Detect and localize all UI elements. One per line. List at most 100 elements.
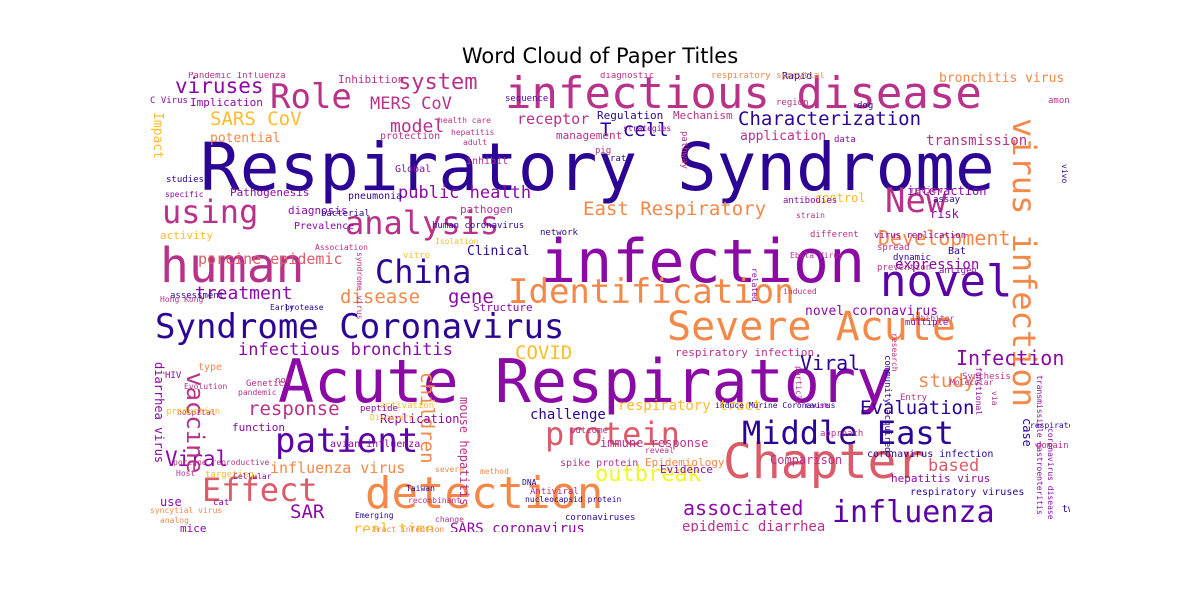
word-transmissible-gastroenteritis: transmissible gastroenteritis: [1035, 375, 1044, 515]
word-replication: Replication: [380, 412, 460, 426]
word-related: related: [750, 268, 759, 302]
word-inhibition: Inhibition: [338, 73, 405, 86]
word-particle: particle: [794, 366, 803, 405]
word-characterization: Characterization: [738, 108, 922, 130]
word-cause: cause: [805, 401, 830, 410]
word-prevention: prevention: [877, 263, 932, 273]
word-viral: Viral: [800, 351, 861, 375]
word-analog: analog: [160, 516, 189, 525]
word-studies: studies: [166, 175, 204, 185]
word-real-time: real time: [353, 520, 435, 533]
word-respiratory-disease: respiratory disease: [1030, 421, 1070, 430]
word-isolation: Isolation: [435, 237, 479, 246]
word-evaluation: Evaluation: [860, 397, 975, 419]
word-hospital: hospital: [177, 408, 216, 417]
word-epidemiology: Epidemiology: [645, 456, 725, 469]
word-evolution: Evolution: [184, 382, 228, 391]
word-assay: assay: [933, 195, 961, 205]
word-dynamic: dynamic: [893, 253, 931, 263]
word-multiple: multiple: [905, 318, 949, 328]
word-development: Development: [878, 226, 1011, 250]
word-hong-kong: Hong Kong: [160, 295, 204, 304]
word-severe-acute: Severe Acute: [667, 304, 956, 350]
word-different: different: [810, 230, 859, 240]
word-viruses: viruses: [175, 74, 264, 98]
word-early: Early: [270, 303, 295, 312]
word-treatment: treatment: [195, 283, 293, 304]
word-hepatitis: hepatitis: [451, 128, 495, 137]
word-expression: expression: [895, 257, 980, 273]
word-challenge: challenge: [530, 407, 606, 423]
word-using: using: [162, 193, 259, 231]
word-bronchitis-virus: bronchitis virus: [939, 72, 1065, 86]
word-pandemic-influenza: Pandemic Influenza: [188, 72, 286, 81]
word-t-cell: T cell: [600, 119, 669, 141]
word-reveal: reveal: [645, 446, 674, 455]
word-dog: dog: [857, 101, 874, 111]
word-novel: novel: [880, 256, 1013, 307]
word-pandemic: pandemic: [238, 388, 277, 397]
word-functional: functional: [974, 367, 983, 416]
word-viral: Viral: [165, 447, 229, 471]
word-interaction: interaction: [907, 184, 987, 198]
word-model: model: [390, 116, 445, 137]
word-antiviral: Antiviral: [530, 487, 579, 497]
word-c-virus: C Virus: [150, 96, 188, 106]
word-region: region: [776, 98, 809, 108]
word-bat: Bat: [948, 246, 967, 257]
word-among: among: [1048, 96, 1070, 106]
word-analysis: analysis: [345, 204, 500, 242]
word-entry: Entry: [900, 393, 928, 403]
word-emerging: Emerging: [355, 511, 394, 520]
word-respiratory-viruses: respiratory viruses: [910, 487, 1025, 498]
word-adult: adult: [463, 138, 488, 147]
word-protection: protection: [380, 131, 441, 142]
word-production: production: [166, 407, 221, 417]
word-protein: protein: [545, 415, 680, 453]
word-recombinant: recombinant: [408, 496, 461, 505]
word-mers-cov: MERS CoV: [370, 94, 452, 114]
word-bacterial: bacterial: [321, 209, 370, 219]
word-spike-protein: spike protein: [560, 458, 639, 469]
chart-title: Word Cloud of Paper Titles: [461, 44, 739, 68]
word-associated: associated: [683, 496, 804, 520]
word-method: method: [480, 467, 509, 476]
word-pathway: pathway: [679, 131, 689, 169]
word-east-respiratory: East Respiratory: [583, 198, 767, 220]
word-pneumonia: pneumonia: [348, 191, 403, 202]
word-system: system: [398, 72, 478, 95]
word-detection: detection: [365, 468, 604, 519]
word-rapid: Rapid: [782, 72, 813, 82]
word-risk: risk: [930, 207, 959, 221]
word-influenza-virus: influenza virus: [270, 459, 406, 477]
word-comparison: Comparison: [770, 453, 843, 467]
word-association: Association: [315, 243, 368, 252]
word-infection: Infection: [956, 346, 1065, 370]
word-disease: disease: [340, 286, 421, 308]
word-receptor: receptor: [517, 110, 590, 128]
word-cat: cat: [213, 498, 230, 508]
word-novel-coronavirus: novel coronavirus: [805, 304, 939, 319]
word-diarrhea-virus: diarrhea virus: [152, 362, 166, 464]
word-network: network: [540, 228, 578, 238]
word-gene: gene: [448, 286, 494, 308]
word-chapter: Chapter: [723, 434, 926, 490]
word-response: response: [248, 398, 340, 420]
word-strategies: strategies: [623, 124, 672, 133]
word-cellular: Cellular: [233, 472, 272, 481]
word-peptide: peptide: [360, 404, 398, 414]
word-human: human: [160, 238, 305, 294]
word-antigen: antigen: [939, 266, 977, 276]
word-outcome: outcome: [570, 426, 608, 436]
word-cloud: Respiratory Syndrome Acute Respiratory inf…: [150, 72, 1070, 532]
word-dna: DNA: [522, 478, 537, 487]
word-ebola-virus: Ebola Virus: [790, 251, 843, 260]
word-porcine-epidemic: porcine epidemic: [198, 250, 343, 268]
word-type: type: [198, 362, 223, 373]
word-mice: mice: [180, 522, 207, 532]
word-avian-influenza: avian influenza: [330, 439, 421, 450]
word-targeting: targeting: [205, 470, 254, 480]
word-health-care: health care: [438, 116, 491, 125]
word-community-acquired: community acquired: [882, 355, 892, 453]
word-activity: activity: [160, 229, 213, 242]
